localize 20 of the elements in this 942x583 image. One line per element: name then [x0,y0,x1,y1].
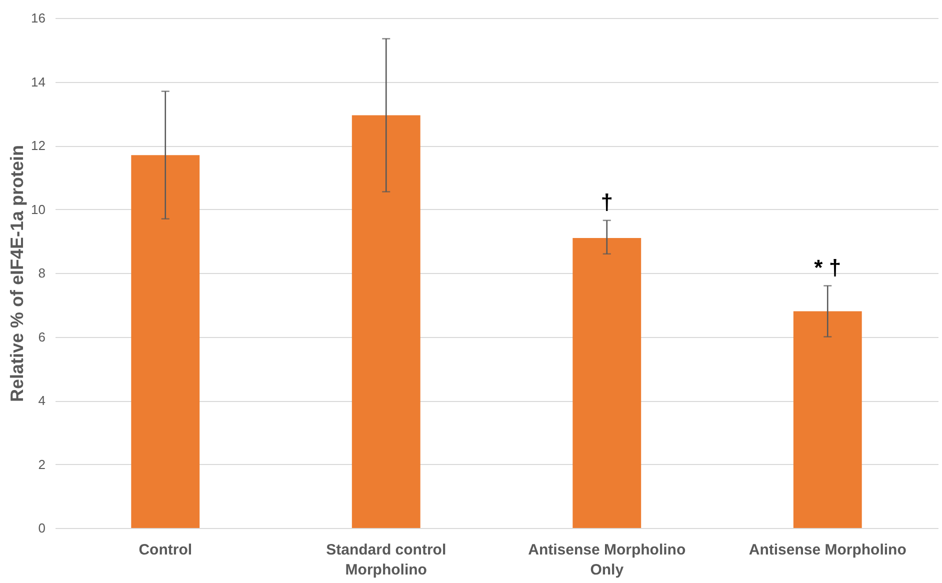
y-tick-label: 12 [31,138,46,153]
y-tick-label: 6 [38,329,46,344]
y-tick-label: 14 [31,74,46,90]
y-tick-label: 16 [31,10,46,26]
x-tick-label: Control [138,542,192,558]
y-tick-label: 2 [38,456,46,472]
x-tick-label: Standard control Morpholino [326,542,446,578]
y-tick-label: 4 [38,393,46,408]
y-tick-label: 0 [38,520,46,536]
bar [572,238,642,528]
y-tick-label: 10 [31,202,46,217]
bar [131,155,200,528]
x-tick-label: Antisense Morpholino [748,542,906,558]
bar [793,311,862,528]
annotation: * † [814,254,842,280]
y-axis-title: Relative % of eIF4E-1a protein [7,144,28,402]
annotation: † [600,189,613,214]
y-tick-label: 8 [38,266,46,280]
x-tick-label: Antisense Morpholino Only [528,542,686,578]
bar [352,115,420,528]
